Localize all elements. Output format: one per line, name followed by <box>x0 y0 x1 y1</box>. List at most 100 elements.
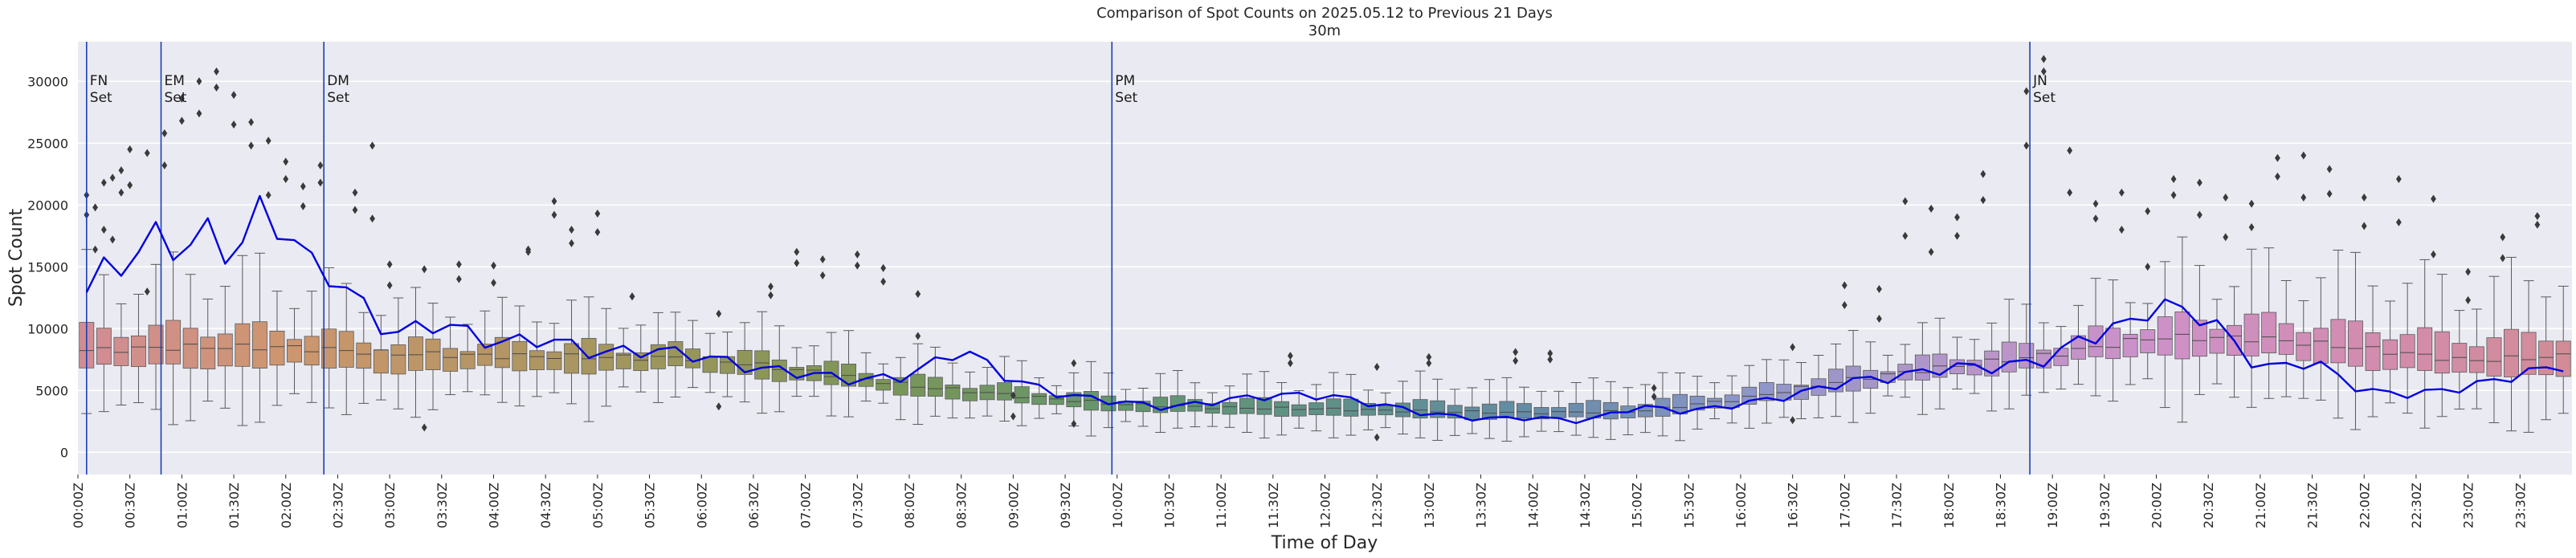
x-tick-label: 21:00Z <box>2253 483 2268 528</box>
x-tick-label: 21:30Z <box>2305 483 2321 528</box>
box-bin <box>443 316 459 396</box>
outlier-point <box>283 174 289 183</box>
outlier-point <box>1287 352 1293 360</box>
outlier-point <box>2465 295 2472 304</box>
box-bin <box>2434 274 2450 417</box>
outlier-point <box>144 149 150 157</box>
box-bin <box>1274 382 1290 436</box>
outlier-point <box>768 291 774 299</box>
box-iqr <box>685 348 700 369</box>
outlier-point <box>421 265 427 274</box>
box-iqr <box>1343 398 1359 417</box>
x-tick-label: 07:00Z <box>798 483 814 528</box>
outlier-point <box>2248 199 2255 208</box>
outlier-point <box>265 136 271 145</box>
outlier-point <box>2145 206 2151 215</box>
x-tick-label: 18:00Z <box>1941 483 1957 528</box>
box-iqr <box>1758 382 1774 401</box>
box-bin <box>512 305 528 407</box>
outlier-point <box>2326 165 2333 173</box>
box-bin <box>287 308 302 394</box>
x-tick-label: 02:00Z <box>279 483 294 528</box>
outlier-point <box>265 190 271 199</box>
outlier-point <box>2395 218 2402 226</box>
x-tick-label: 11:00Z <box>1214 483 1229 528</box>
outlier-point <box>2248 223 2255 231</box>
plot-area <box>78 42 2572 475</box>
box-bin <box>2105 279 2121 402</box>
x-tick-label: 05:00Z <box>590 483 606 528</box>
outlier-point <box>1071 419 1077 428</box>
box-bin <box>615 328 631 388</box>
outlier-point <box>854 250 860 259</box>
box-bin <box>1291 390 1307 429</box>
box-iqr <box>321 328 337 369</box>
x-tick-label: 14:30Z <box>1578 483 1593 528</box>
box-iqr <box>200 336 216 369</box>
outlier-point <box>2040 67 2047 75</box>
event-label: DM <box>327 73 349 89</box>
outlier-point <box>716 309 722 318</box>
outlier-point <box>491 279 496 287</box>
x-tick-label: 08:00Z <box>902 483 917 528</box>
outlier-point <box>854 261 860 270</box>
box-bin <box>945 362 961 419</box>
outlier-point <box>178 116 185 125</box>
box-bin <box>1863 341 1879 414</box>
box-bin <box>338 283 354 415</box>
box-iqr <box>633 352 649 371</box>
x-tick-label: 20:30Z <box>2201 483 2216 528</box>
x-tick-label: 22:00Z <box>2357 483 2372 528</box>
box-bin <box>546 323 562 393</box>
box-bin <box>251 252 267 423</box>
box-bin <box>304 291 320 403</box>
box-iqr <box>443 348 459 372</box>
box-iqr <box>2105 328 2121 360</box>
box-bin <box>2538 296 2554 421</box>
box-bin <box>1256 371 1272 439</box>
box-iqr <box>1222 401 1238 415</box>
outlier-point <box>1980 169 1986 178</box>
box-iqr <box>131 335 146 368</box>
outlier-point <box>1426 352 1432 361</box>
outlier-point <box>2534 220 2541 229</box>
outlier-point <box>915 290 921 299</box>
box-bin <box>685 320 700 389</box>
box-layer <box>79 236 2571 442</box>
event-label: Set <box>165 90 187 106</box>
x-tick-label: 17:00Z <box>1837 483 1852 528</box>
box-iqr <box>2122 333 2138 357</box>
outlier-point <box>551 210 557 219</box>
box-iqr <box>408 336 423 371</box>
outlier-point <box>1980 196 1986 205</box>
outlier-point <box>794 259 800 267</box>
box-bin <box>2521 280 2537 433</box>
outlier-point <box>594 228 601 237</box>
outlier-point <box>551 197 557 206</box>
outlier-point <box>100 178 107 187</box>
box-iqr <box>1274 401 1290 417</box>
x-tick-label: 06:00Z <box>694 483 709 528</box>
outlier-point <box>1902 231 1909 240</box>
outlier-point <box>1790 343 1796 352</box>
box-bin <box>373 315 389 401</box>
x-tick-label: 03:30Z <box>435 483 450 528</box>
box-bin <box>1378 392 1394 429</box>
box-bin <box>2191 265 2207 395</box>
box-bin <box>2486 275 2502 424</box>
outlier-point <box>369 141 375 150</box>
box-bin <box>892 356 908 421</box>
box-iqr <box>2330 319 2346 364</box>
box-bin <box>217 286 233 409</box>
box-bin <box>1568 382 1584 436</box>
box-iqr <box>1517 403 1532 419</box>
outlier-point <box>819 271 826 280</box>
outlier-point <box>1928 247 1934 256</box>
outlier-point <box>1790 416 1796 425</box>
box-iqr <box>1724 394 1740 408</box>
box-iqr <box>720 356 736 374</box>
outlier-point <box>2431 250 2436 259</box>
box-bin <box>356 312 372 404</box>
outlier-point <box>1928 204 1934 213</box>
box-iqr <box>2296 332 2312 361</box>
